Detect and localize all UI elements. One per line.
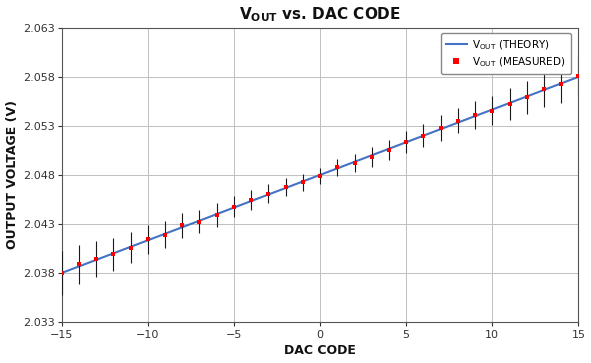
X-axis label: DAC CODE: DAC CODE	[284, 344, 356, 358]
Title: V$_\mathregular{OUT}$ vs. DAC CODE: V$_\mathregular{OUT}$ vs. DAC CODE	[239, 5, 401, 24]
Legend: V$_\mathregular{OUT}$ (THEORY), V$_\mathregular{OUT}$ (MEASURED): V$_\mathregular{OUT}$ (THEORY), V$_\math…	[440, 33, 571, 74]
Y-axis label: OUTPUT VOLTAGE (V): OUTPUT VOLTAGE (V)	[5, 101, 18, 249]
